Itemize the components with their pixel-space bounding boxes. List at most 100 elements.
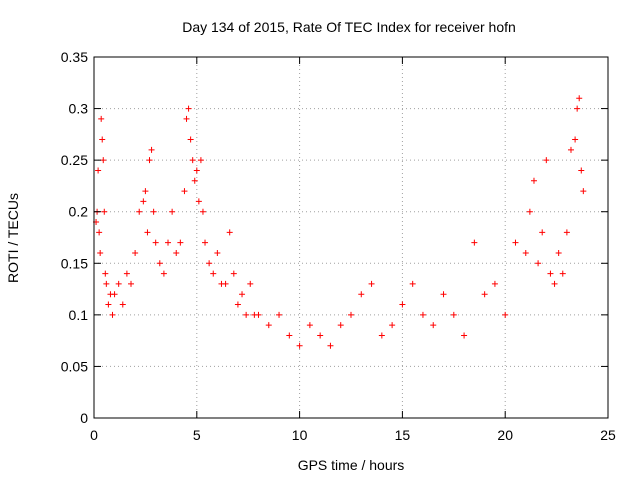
data-point <box>239 291 246 298</box>
data-point <box>193 167 200 174</box>
data-point <box>461 332 468 339</box>
x-axis-ticks: 0 5 10 15 20 25 <box>90 57 616 443</box>
data-point <box>199 208 206 215</box>
data-point <box>140 198 147 205</box>
y-tick-label: 0.3 <box>69 101 89 117</box>
data-point <box>450 311 457 318</box>
x-axis-label: GPS time / hours <box>298 457 405 473</box>
data-point <box>148 146 155 153</box>
data-point <box>574 105 581 112</box>
data-point <box>96 229 103 236</box>
data-point <box>243 311 250 318</box>
data-point <box>327 342 334 349</box>
y-tick-label: 0.2 <box>69 204 89 220</box>
data-point <box>265 322 272 329</box>
data-point <box>389 322 396 329</box>
data-point <box>471 239 478 246</box>
x-tick-label: 20 <box>497 427 513 443</box>
x-tick-label: 5 <box>193 427 201 443</box>
data-point <box>419 311 426 318</box>
data-point <box>535 260 542 267</box>
data-point <box>189 157 196 164</box>
y-tick-label: 0.05 <box>61 358 88 374</box>
data-point <box>440 291 447 298</box>
data-point <box>128 280 135 287</box>
data-point <box>491 280 498 287</box>
data-point <box>255 311 262 318</box>
data-points <box>93 95 587 349</box>
data-point <box>101 208 108 215</box>
y-axis-label: ROTI / TECUs <box>5 193 21 283</box>
x-tick-label: 25 <box>600 427 616 443</box>
data-point <box>183 115 190 122</box>
data-point <box>202 239 209 246</box>
data-point <box>399 301 406 308</box>
data-point <box>296 342 303 349</box>
data-point <box>409 280 416 287</box>
data-point <box>102 270 109 277</box>
data-point <box>306 322 313 329</box>
data-point <box>177 239 184 246</box>
data-point <box>572 136 579 143</box>
data-point <box>530 177 537 184</box>
data-point <box>555 249 562 256</box>
data-point <box>136 208 143 215</box>
data-point <box>100 157 107 164</box>
data-point <box>539 229 546 236</box>
data-point <box>502 311 509 318</box>
grid <box>94 57 608 418</box>
data-point <box>559 270 566 277</box>
data-point <box>512 239 519 246</box>
data-point <box>105 301 112 308</box>
data-point <box>195 198 202 205</box>
data-point <box>337 322 344 329</box>
data-point <box>152 239 159 246</box>
chart-title: Day 134 of 2015, Rate Of TEC Index for r… <box>182 19 516 35</box>
data-point <box>547 270 554 277</box>
data-point <box>103 280 110 287</box>
data-point <box>206 260 213 267</box>
data-point <box>567 146 574 153</box>
data-point <box>173 249 180 256</box>
data-point <box>576 95 583 102</box>
data-point <box>123 270 130 277</box>
data-point <box>526 208 533 215</box>
data-point <box>226 229 233 236</box>
data-point <box>160 270 167 277</box>
data-point <box>378 332 385 339</box>
x-tick-label: 15 <box>395 427 411 443</box>
data-point <box>317 332 324 339</box>
data-point <box>580 188 587 195</box>
data-point <box>181 188 188 195</box>
data-point <box>210 270 217 277</box>
data-point <box>563 229 570 236</box>
data-point <box>142 188 149 195</box>
y-tick-label: 0.1 <box>69 307 89 323</box>
data-point <box>187 136 194 143</box>
data-point <box>276 311 283 318</box>
data-point <box>286 332 293 339</box>
data-point <box>169 208 176 215</box>
data-point <box>230 270 237 277</box>
data-point <box>99 136 106 143</box>
data-point <box>115 280 122 287</box>
data-point <box>191 177 198 184</box>
data-point <box>358 291 365 298</box>
data-point <box>119 301 126 308</box>
data-point <box>95 167 102 174</box>
data-point <box>111 291 118 298</box>
data-point <box>185 105 192 112</box>
data-point <box>481 291 488 298</box>
plot-frame <box>93 56 609 419</box>
data-point <box>97 249 104 256</box>
data-point <box>132 249 139 256</box>
data-point <box>146 157 153 164</box>
data-point <box>348 311 354 318</box>
data-point <box>543 157 550 164</box>
data-point <box>368 280 375 287</box>
data-point <box>165 239 172 246</box>
y-tick-label: 0.35 <box>61 49 88 65</box>
y-tick-label: 0.25 <box>61 152 88 168</box>
data-point <box>234 301 241 308</box>
